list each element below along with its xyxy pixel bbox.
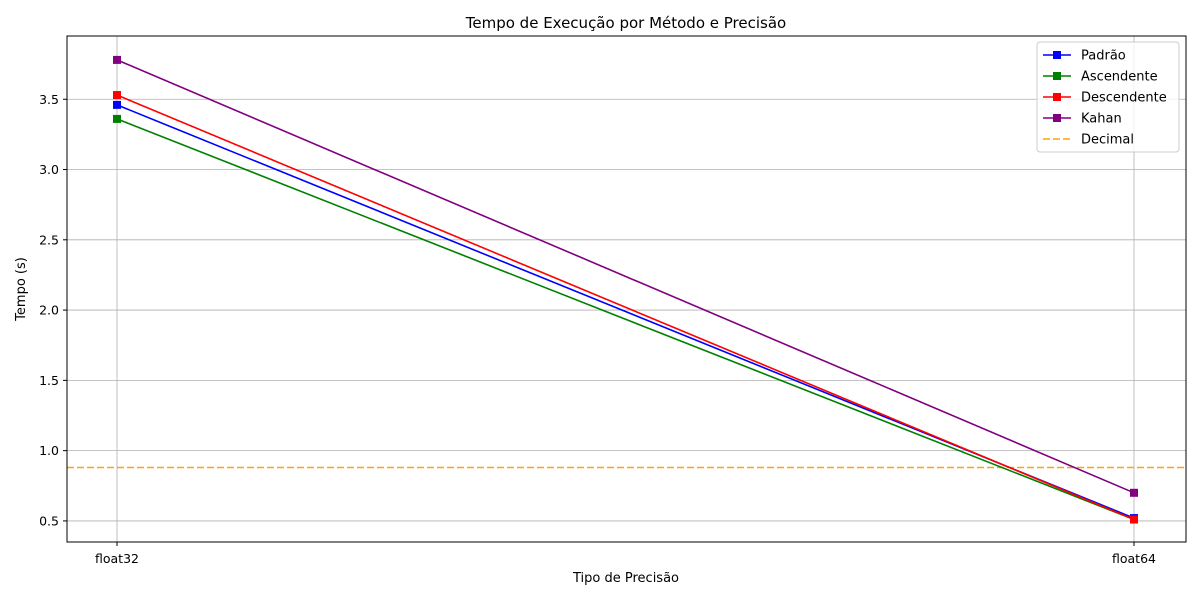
x-axis-ticks: float32 float64 [95,542,1156,566]
legend-box [1036,41,1180,153]
series-line-kahan [116,59,1135,494]
data-point-kahan [1130,488,1138,497]
y-tick-label: 2.5 [39,232,59,247]
x-tick-label: float64 [1112,551,1156,566]
legend-label-kahan: Kahan [1081,112,1122,127]
data-point-ascendente [113,114,121,123]
y-axis-label: Tempo (s) [14,257,29,322]
legend-label-padrao: Padrão [1081,49,1126,64]
data-point-descendente [113,91,121,100]
y-tick-label: 3.5 [39,92,59,107]
x-tick-label: float32 [95,551,139,566]
x-axis-label: Tipo de Precisão [572,571,679,586]
data-point-descendente [1130,515,1138,524]
data-point-padrao [113,100,121,109]
legend-marker-padrao [1053,51,1061,59]
series-line-ascendente [116,118,1135,521]
legend-marker-descendente [1053,93,1061,101]
y-tick-label: 0.5 [39,513,59,528]
plot-frame [66,35,1187,543]
legend-marker-kahan [1053,114,1061,122]
legend-label-decimal: Decimal [1081,133,1134,148]
series-line-descendente [116,94,1135,521]
data-point-kahan [113,55,121,64]
y-tick-label: 2.0 [39,303,59,318]
legend-label-ascendente: Ascendente [1081,70,1158,85]
y-tick-label: 1.0 [39,443,59,458]
legend-marker-ascendente [1053,72,1061,80]
y-tick-label: 1.5 [39,373,59,388]
y-axis-ticks: 0.5 1.0 1.5 2.0 2.5 3.0 3.5 [39,92,67,528]
chart-title: Tempo de Execução por Método e Precisão [465,14,786,32]
legend-label-descendente: Descendente [1081,91,1167,106]
series-lines [113,55,1138,524]
grid [67,36,1186,542]
y-tick-label: 3.0 [39,162,59,177]
legend: Padrão Ascendente Descendente Kahan Decimal [1036,41,1180,153]
